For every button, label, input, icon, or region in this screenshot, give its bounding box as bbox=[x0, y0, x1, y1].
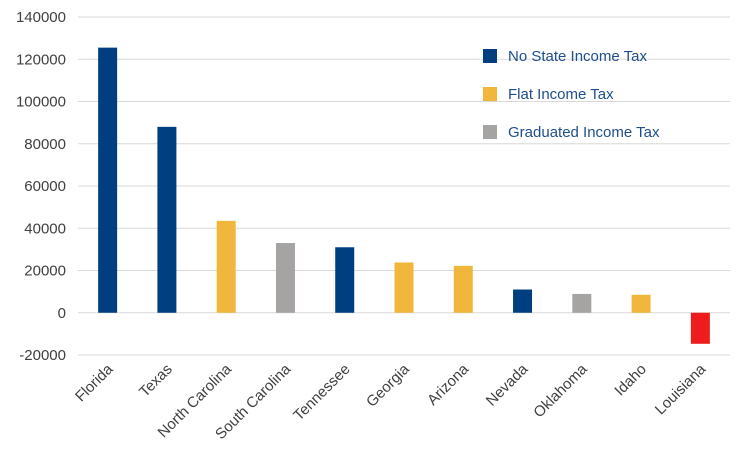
x-category-label: Texas bbox=[136, 361, 176, 401]
y-tick-label: 40000 bbox=[24, 220, 66, 237]
legend-swatch bbox=[483, 125, 497, 139]
y-tick-label: 140000 bbox=[16, 9, 66, 26]
y-axis-tick-labels: -20000 0 20000 40000 60000 80000 100000 120000 1… bbox=[16, 9, 66, 364]
bar-oklahoma bbox=[572, 293, 592, 313]
bar-south-carolina bbox=[275, 243, 295, 313]
y-tick-label: 0 bbox=[58, 305, 66, 322]
bar-arizona bbox=[453, 265, 473, 313]
legend-swatch bbox=[483, 87, 497, 101]
bar-texas bbox=[157, 126, 177, 313]
bar-tennessee bbox=[335, 247, 355, 313]
y-tick-label: 100000 bbox=[16, 94, 66, 111]
y-tick-label: 80000 bbox=[24, 136, 66, 153]
legend-label: No State Income Tax bbox=[508, 48, 647, 65]
y-tick-label: 120000 bbox=[16, 51, 66, 68]
x-category-label: Arizona bbox=[424, 360, 472, 408]
bar-north-carolina bbox=[216, 220, 236, 313]
y-tick-label: 60000 bbox=[24, 178, 66, 195]
x-category-label: Tennessee bbox=[290, 361, 353, 424]
legend-swatch bbox=[483, 49, 497, 63]
legend: No State Income Tax Flat Income Tax Gradua… bbox=[483, 48, 660, 141]
bars bbox=[98, 47, 710, 344]
x-category-label: Oklahoma bbox=[530, 360, 591, 421]
gridlines bbox=[78, 16, 730, 356]
bar-florida bbox=[98, 47, 118, 313]
bar-georgia bbox=[394, 262, 414, 313]
x-category-label: Louisiana bbox=[652, 360, 710, 418]
legend-label: Flat Income Tax bbox=[508, 86, 614, 103]
y-tick-label: -20000 bbox=[19, 347, 66, 364]
x-category-label: Nevada bbox=[483, 360, 532, 409]
x-category-label: Georgia bbox=[363, 360, 413, 410]
bar-louisiana bbox=[690, 312, 710, 344]
x-category-label: Idaho bbox=[611, 361, 650, 400]
y-tick-label: 20000 bbox=[24, 263, 66, 280]
bar-idaho bbox=[631, 294, 651, 313]
legend-label: Graduated Income Tax bbox=[508, 124, 660, 141]
x-category-label: Florida bbox=[72, 360, 117, 405]
bar-nevada bbox=[513, 289, 533, 313]
